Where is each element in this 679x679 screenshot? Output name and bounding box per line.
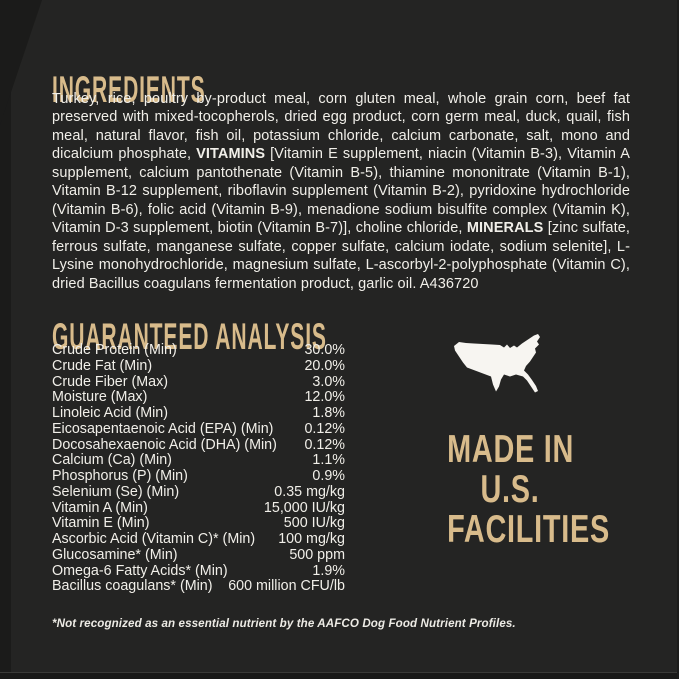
made-in-us-badge: MADE IN U.S. FACILITIES [425, 332, 611, 551]
nutrient-value: 0.12% [304, 420, 345, 437]
nutrient-label: Phosphorus (P) (Min) [52, 468, 188, 484]
nutrient-label: Linoleic Acid (Min) [52, 405, 169, 421]
analysis-row: Selenium (Se) (Min) 0.35 mg/kg [52, 483, 345, 501]
made-in-line-2: U.S. [480, 468, 540, 511]
analysis-row: Calcium (Ca) (Min) 1.1% [52, 452, 345, 469]
nutrient-value: 0.9% [312, 468, 345, 484]
aafco-footnote: *Not recognized as an essential nutrient… [52, 617, 516, 630]
nutrient-label: Vitamin E (Min) [52, 515, 150, 532]
made-in-line-3: FACILITIES [447, 508, 611, 551]
made-in-us-text: MADE IN U.S. FACILITIES [447, 428, 611, 551]
analysis-row: Omega-6 Fatty Acids* (Min) 1.9% [52, 562, 345, 580]
analysis-row: Glucosamine* (Min) 500 ppm [52, 546, 345, 564]
nutrient-value: 1.8% [312, 405, 345, 421]
package-edge-right [677, 0, 679, 679]
usa-map-icon [454, 334, 540, 393]
analysis-row: Bacillus coagulans* (Min) 600 million CFU… [52, 578, 345, 595]
analysis-row: Vitamin A (Min) 15,000 IU/kg [52, 499, 345, 517]
nutrient-label: Selenium (Se) (Min) [52, 483, 180, 500]
analysis-row: Crude Fat (Min) 20.0% [52, 357, 345, 375]
ingredient-list-segment: [Vitamin E supplement, niacin (Vitamin B… [52, 146, 630, 237]
package-corner-shadow [0, 0, 42, 125]
nutrient-value: 20.0% [304, 357, 345, 374]
analysis-row: Eicosapentaenoic Acid (EPA) (Min) 0.12% [52, 420, 345, 438]
nutrient-label: Omega-6 Fatty Acids* (Min) [52, 562, 228, 579]
nutrient-value: 500 IU/kg [283, 515, 345, 532]
nutrient-value: 12.0% [304, 389, 345, 406]
package-edge-left [0, 0, 11, 679]
nutrient-label: Crude Fiber (Max) [52, 373, 168, 390]
analysis-row: Ascorbic Acid (Vitamin C)* (Min) 100 mg/k… [52, 531, 345, 548]
nutrient-value: 0.12% [304, 436, 345, 453]
nutrient-label: Crude Fat (Min) [52, 357, 153, 374]
nutrient-value: 30.0% [304, 342, 345, 358]
nutrient-label: Ascorbic Acid (Vitamin C)* (Min) [52, 531, 256, 547]
guaranteed-analysis-heading: GUARANTEED ANALYSIS [52, 315, 327, 357]
ingredients-text: Turkey, rice, poultry by-product meal, c… [52, 90, 630, 293]
ingredient-list-segment: [zinc sulfate, ferrous sulfate, manganes… [52, 220, 631, 292]
ingredient-group-name: VITAMINS [196, 146, 266, 163]
nutrient-label: Vitamin A (Min) [52, 499, 148, 516]
ingredient-list-segment: Turkey, rice, poultry by-product meal, c… [52, 91, 630, 163]
ingredients-heading: INGREDIENTS [52, 68, 206, 110]
nutrient-label: Eicosapentaenoic Acid (EPA) (Min) [52, 420, 274, 437]
guaranteed-analysis-table: Crude Protein (Min) 30.0% Crude Fat (Min) 2… [52, 342, 345, 595]
analysis-row: Docosahexaenoic Acid (DHA) (Min) 0.12% [52, 436, 345, 454]
nutrient-value: 600 million CFU/lb [228, 578, 345, 595]
nutrient-label: Calcium (Ca) (Min) [52, 452, 172, 469]
analysis-row: Phosphorus (P) (Min) 0.9% [52, 468, 345, 485]
nutrient-value: 1.1% [312, 452, 345, 469]
package-edge-bottom [0, 672, 679, 679]
nutrient-value: 0.35 mg/kg [274, 483, 345, 500]
nutrient-label: Moisture (Max) [52, 389, 148, 406]
nutrient-value: 3.0% [312, 373, 345, 390]
made-in-line-1: MADE IN [447, 428, 575, 471]
nutrient-label: Bacillus coagulans* (Min) [52, 578, 213, 595]
ingredient-group-name: MINERALS [466, 220, 544, 237]
nutrient-value: 15,000 IU/kg [263, 499, 345, 516]
analysis-row: Crude Fiber (Max) 3.0% [52, 373, 345, 391]
nutrient-label: Crude Protein (Min) [52, 342, 177, 358]
analysis-row: Crude Protein (Min) 30.0% [52, 342, 345, 359]
nutrient-value: 500 ppm [289, 546, 345, 563]
analysis-row: Vitamin E (Min) 500 IU/kg [52, 515, 345, 532]
analysis-row: Moisture (Max) 12.0% [52, 389, 345, 406]
analysis-row: Linoleic Acid (Min) 1.8% [52, 405, 345, 422]
nutrient-label: Docosahexaenoic Acid (DHA) (Min) [52, 436, 277, 453]
nutrient-value: 1.9% [312, 562, 345, 579]
nutrient-value: 100 mg/kg [278, 531, 345, 547]
nutrient-label: Glucosamine* (Min) [52, 546, 178, 563]
